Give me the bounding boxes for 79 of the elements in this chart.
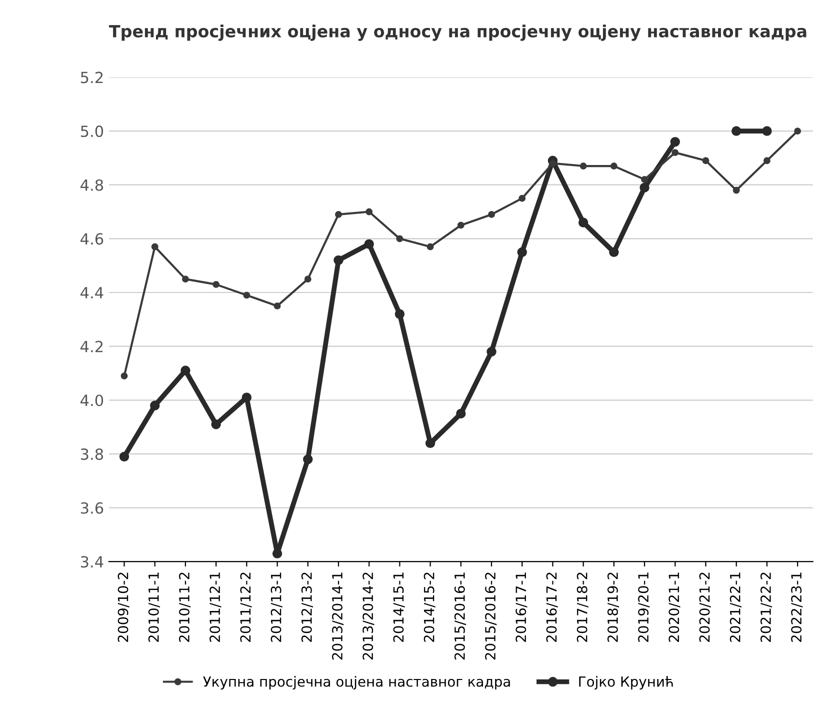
point	[120, 372, 128, 380]
point	[517, 247, 527, 257]
y-tick-label: 3.6	[80, 502, 104, 514]
x-tick-label: 2015/2016-2	[485, 572, 497, 660]
x-tick-label: 2009/10-2	[118, 572, 130, 642]
x-tick-label: 2020/21-2	[699, 572, 711, 642]
point	[641, 176, 648, 183]
y-tick-label: 4.8	[80, 179, 104, 191]
x-tick-label: 2012/13-2	[301, 572, 313, 642]
point	[549, 160, 556, 167]
x-tick-label: 2016/17-2	[546, 572, 558, 642]
x-tick-label: 2015/2016-1	[454, 572, 466, 660]
x-tick-label: 2010/11-2	[178, 572, 191, 642]
point	[794, 128, 802, 135]
x-tick-label: 2011/12-2	[240, 572, 252, 642]
point	[426, 243, 434, 250]
x-tick-label: 2022/23-1	[791, 572, 803, 642]
x-tick-label: 2017/18-2	[576, 572, 588, 642]
point	[456, 408, 466, 418]
x-tick-label: 2018/19-2	[607, 572, 620, 642]
point	[272, 548, 282, 558]
point	[670, 136, 680, 147]
point	[151, 243, 158, 250]
point	[640, 182, 650, 192]
point	[731, 126, 742, 136]
point	[119, 452, 130, 462]
point	[672, 149, 679, 156]
point	[518, 194, 526, 202]
x-tick-label: 2010/11-1	[148, 572, 160, 642]
x-tick-label: 2013/2014-2	[362, 572, 374, 660]
point	[762, 126, 772, 136]
x-tick-label: 2019/20-1	[638, 572, 650, 642]
y-tick-label: 3.4	[80, 556, 104, 568]
y-tick-label: 4.6	[80, 233, 104, 245]
point	[274, 302, 281, 310]
point	[763, 157, 770, 164]
point	[732, 186, 740, 194]
point	[610, 162, 618, 170]
point	[150, 400, 160, 410]
point	[243, 292, 250, 299]
x-tick-label: 2013/2014-1	[332, 572, 344, 660]
x-tick-label: 2011/12-1	[210, 572, 222, 642]
point	[212, 280, 220, 288]
point	[702, 157, 710, 164]
point	[180, 366, 190, 376]
point	[488, 210, 495, 218]
point	[578, 218, 588, 228]
point	[486, 346, 496, 357]
point	[304, 276, 312, 283]
point	[396, 235, 404, 242]
y-tick-label: 4.4	[80, 287, 104, 298]
point	[580, 162, 587, 170]
y-tick-label: 5.2	[80, 72, 103, 84]
point	[334, 255, 344, 266]
point	[457, 222, 464, 229]
x-tick-label: 2014/15-2	[424, 572, 436, 642]
x-tick-label: 2016/17-1	[516, 572, 528, 642]
point	[364, 239, 374, 249]
y-tick-label: 4.0	[80, 394, 104, 406]
point	[394, 309, 405, 319]
point	[335, 210, 342, 218]
x-tick-label: 2014/15-1	[393, 572, 405, 642]
legend-label: Укупна просјечна оцјена наставног кадра	[203, 676, 510, 690]
point	[211, 419, 221, 430]
y-tick-label: 4.2	[80, 340, 103, 352]
y-tick-label: 5.0	[80, 126, 104, 138]
x-tick-label: 2021/22-1	[730, 572, 742, 642]
point	[242, 392, 252, 402]
x-tick-label: 2020/21-1	[668, 572, 680, 642]
point	[303, 454, 313, 464]
point	[425, 438, 436, 448]
point	[609, 247, 619, 257]
point	[182, 276, 189, 283]
y-tick-label: 3.8	[80, 448, 104, 460]
chart-title: Тренд просјечних оцјена у односу на просјечну оцјену наставног кадра	[109, 24, 806, 41]
x-tick-label: 2012/13-1	[270, 572, 282, 642]
point	[366, 208, 373, 216]
x-tick-label: 2021/22-2	[760, 572, 772, 642]
legend-label: Гојко Крунић	[579, 676, 673, 690]
